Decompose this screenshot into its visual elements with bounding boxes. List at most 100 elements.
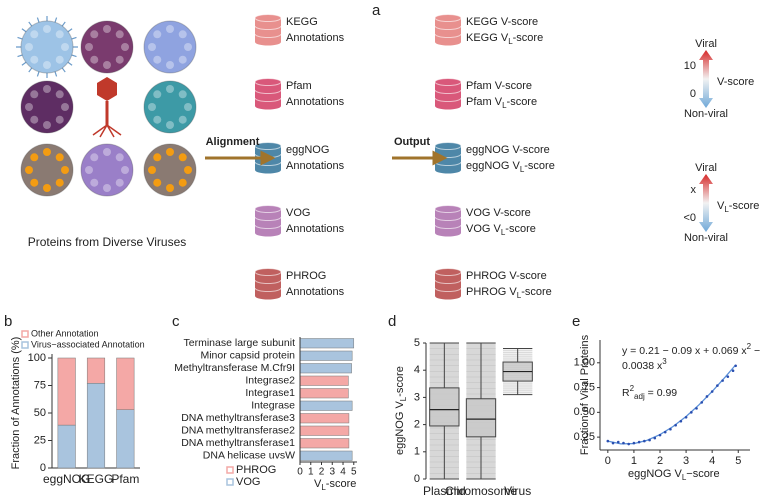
text-part: eggNOG V — [628, 468, 682, 480]
y-tick-label: 0 — [40, 462, 46, 474]
point — [726, 375, 730, 378]
virus-knob — [148, 166, 156, 174]
r-squared: R2adj = 0.99 — [622, 384, 677, 401]
legend-label: PHROG — [236, 464, 276, 476]
y-label-wrap: eggNOG VL-score — [394, 366, 408, 455]
db-bottom — [255, 229, 281, 237]
point — [695, 407, 698, 410]
point — [710, 390, 714, 393]
legend-bottom: Non-viral — [684, 108, 728, 120]
virus-knob — [55, 30, 64, 39]
virus-knob — [153, 30, 162, 39]
virus — [143, 20, 197, 74]
virus-knob — [153, 178, 162, 187]
db-kind: Annotations — [286, 32, 345, 44]
y-tick-label: DNA methyltransferase1 — [181, 437, 295, 449]
virus-knob — [153, 115, 162, 124]
x-tick-label: 1 — [308, 467, 314, 478]
bar-segment — [57, 424, 76, 469]
text-part: L — [682, 473, 687, 482]
virus-knob — [90, 30, 99, 39]
point — [663, 430, 667, 434]
virus-knob — [166, 148, 174, 156]
arrow-label: Output — [394, 136, 430, 148]
legend-max: 10 — [684, 60, 696, 72]
y-tick-label: 1.00 — [574, 357, 595, 369]
virus-knob — [61, 43, 69, 51]
virus-knob — [153, 55, 162, 64]
bar — [299, 413, 350, 424]
y-tick-label: 25 — [34, 434, 46, 446]
text-part: 2 — [747, 342, 752, 351]
virus — [20, 80, 74, 134]
db-kind: Annotations — [286, 286, 345, 298]
db-name: eggNOG — [286, 144, 329, 156]
equation: y = 0.21 − 0.09 x + 0.069 x2 − — [622, 342, 760, 357]
db-bottom — [255, 102, 281, 110]
db-top — [254, 205, 282, 213]
virus-knob — [30, 153, 39, 162]
point — [643, 439, 646, 443]
panel-label: e — [572, 313, 580, 330]
text-part: eggNOG V — [466, 160, 520, 172]
text-part: L — [520, 165, 525, 174]
legend-top: Viral — [695, 38, 717, 50]
y-tick-label: 3 — [414, 391, 420, 403]
legend-bottom: Non-viral — [684, 232, 728, 244]
point — [653, 436, 657, 440]
virus-knob — [178, 30, 187, 39]
box — [429, 387, 460, 427]
text-part: L — [517, 291, 522, 300]
legend-label: Virus−associated Annotation — [31, 339, 145, 349]
point — [721, 379, 724, 382]
db-top — [254, 78, 282, 86]
score-vl: VOG VL-score — [466, 223, 536, 237]
y-tick-label: DNA methyltransferase2 — [181, 425, 295, 437]
virus-knob — [30, 55, 39, 64]
db-bottom — [435, 292, 461, 300]
bar — [299, 450, 353, 461]
point — [616, 440, 620, 444]
gradient-arrow — [699, 174, 713, 232]
virus-knob — [43, 61, 51, 69]
text-part: y = 0.21 − 0.09 x + 0.069 x — [622, 345, 747, 357]
text-part: L — [502, 101, 507, 110]
y-tick-label: 5 — [414, 337, 420, 349]
text-part: -score — [513, 32, 544, 44]
legend-min: <0 — [683, 212, 696, 224]
virus-knob — [43, 121, 51, 129]
caption: Proteins from Diverse Viruses — [28, 235, 187, 249]
y-tick-label: 4 — [414, 364, 420, 376]
virus-knob — [184, 166, 192, 174]
virus-knob — [103, 25, 111, 33]
score-vl: KEGG VL-score — [466, 32, 543, 46]
virus-knob — [148, 103, 156, 111]
y-tick-label: 0.50 — [574, 406, 595, 418]
virus-knob — [166, 61, 174, 69]
panel-label: b — [4, 313, 12, 330]
score-v: eggNOG V-score — [466, 144, 550, 156]
db-top — [254, 268, 282, 276]
text-part: -score — [729, 200, 760, 212]
legend-name: VL-score — [717, 200, 759, 214]
box — [465, 398, 497, 438]
gradient-arrow — [699, 50, 713, 108]
point — [669, 427, 672, 431]
text-part: −score — [686, 468, 719, 480]
text-part: L — [508, 37, 513, 46]
db-bottom — [435, 102, 461, 110]
text-part: − — [751, 345, 760, 357]
x-tick-label: 3 — [329, 467, 335, 478]
text-part: -score — [507, 96, 538, 108]
db-name: KEGG — [286, 16, 318, 28]
legend-swatch — [21, 330, 29, 338]
text-part: L — [501, 228, 506, 237]
x-tick-label: 4 — [340, 467, 346, 478]
legend-swatch — [226, 466, 234, 474]
text-part: -score — [524, 160, 555, 172]
text-part: KEGG V — [466, 32, 509, 44]
point — [674, 423, 677, 427]
text-part: -score — [521, 286, 552, 298]
db-top — [434, 268, 462, 276]
